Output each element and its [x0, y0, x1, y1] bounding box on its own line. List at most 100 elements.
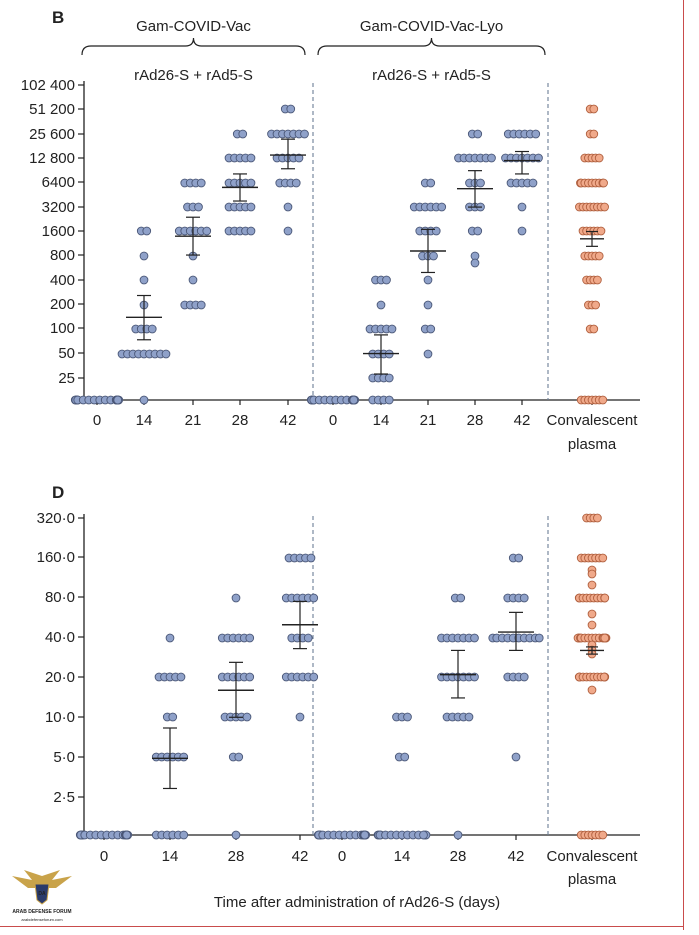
y-tick-label: 5·0	[53, 749, 75, 766]
x-tick-label: Convalescent	[547, 848, 639, 865]
y-tick-label: 320·0	[37, 510, 75, 527]
data-point	[426, 324, 436, 334]
data-point	[147, 324, 157, 334]
y-tick-label: 51 200	[29, 101, 75, 118]
x-tick-label: 42	[292, 848, 309, 865]
data-point	[246, 153, 256, 163]
group-title: Gam-COVID-Vac-Lyo	[360, 18, 503, 35]
figure-border-right	[683, 0, 684, 930]
data-point	[600, 633, 610, 643]
y-tick-label: 800	[50, 247, 75, 264]
data-point	[534, 633, 544, 643]
y-tick-label: 80·0	[45, 589, 75, 606]
data-point	[283, 202, 293, 212]
data-point	[587, 620, 597, 630]
data-point	[589, 129, 599, 139]
data-point	[161, 349, 171, 359]
data-point	[598, 553, 608, 563]
svg-text:DA: DA	[38, 891, 46, 897]
data-point	[306, 553, 316, 563]
x-tick-label: 42	[508, 848, 525, 865]
y-tick-label: 3200	[42, 199, 75, 216]
data-point	[387, 324, 397, 334]
data-point	[593, 513, 602, 523]
data-point	[600, 593, 610, 603]
data-point	[487, 153, 496, 163]
y-tick-label: 400	[50, 272, 75, 289]
x-tick-label: 0	[329, 412, 337, 429]
group-bracket	[81, 37, 306, 56]
y-tick-label: 2·5	[53, 789, 75, 806]
y-tick-label: 12 800	[29, 150, 75, 167]
data-point	[511, 752, 521, 762]
x-tick-label: Convalescent	[547, 412, 639, 429]
x-tick-label: 28	[228, 848, 245, 865]
data-point	[286, 104, 296, 114]
data-point	[139, 251, 149, 261]
data-point	[309, 593, 319, 603]
data-point	[470, 258, 480, 268]
data-point	[531, 129, 541, 139]
data-point	[464, 712, 474, 722]
data-point	[473, 129, 483, 139]
data-point	[598, 395, 608, 405]
group-subtitle: rAd26-S + rAd5-S	[372, 67, 491, 84]
y-tick-label: 6400	[42, 174, 75, 191]
data-point	[113, 395, 123, 405]
data-point	[291, 178, 301, 188]
data-point	[142, 226, 152, 236]
data-point	[122, 830, 132, 840]
group-subtitle: rAd26-S + rAd5-S	[134, 67, 253, 84]
data-point	[596, 226, 606, 236]
data-point	[587, 609, 597, 619]
data-point	[349, 395, 359, 405]
data-point	[376, 300, 386, 310]
x-tick-label: 14	[162, 848, 179, 865]
data-point	[587, 580, 597, 590]
x-tick-label: plasma	[568, 436, 617, 453]
data-point	[456, 593, 466, 603]
data-point	[426, 178, 436, 188]
data-point	[246, 178, 256, 188]
y-tick-label: 1600	[42, 223, 75, 240]
data-point	[429, 251, 438, 261]
data-point	[139, 395, 149, 405]
y-tick-label: 200	[50, 296, 75, 313]
data-point	[238, 129, 248, 139]
x-tick-label: 28	[232, 412, 249, 429]
x-tick-label: 42	[280, 412, 297, 429]
group-title: Gam-COVID-Vac	[136, 18, 251, 35]
data-point	[453, 830, 463, 840]
data-point	[234, 752, 244, 762]
data-point	[589, 104, 599, 114]
data-point	[295, 712, 305, 722]
data-point	[423, 349, 433, 359]
y-tick-label: 40·0	[45, 629, 75, 646]
data-point	[196, 178, 206, 188]
data-point	[599, 672, 609, 682]
data-point	[594, 153, 604, 163]
data-point	[591, 300, 600, 310]
data-point	[476, 178, 485, 188]
data-point	[283, 226, 293, 236]
y-tick-label: 20·0	[45, 669, 75, 686]
data-point	[599, 178, 608, 188]
data-point	[245, 633, 255, 643]
panel-label-D: D	[52, 483, 64, 502]
data-point	[514, 553, 524, 563]
group-bracket	[317, 37, 546, 56]
data-point	[419, 830, 428, 840]
data-point	[423, 275, 433, 285]
data-point	[600, 202, 609, 212]
data-point	[400, 752, 410, 762]
data-point	[245, 672, 255, 682]
data-point	[587, 685, 597, 695]
data-point	[309, 672, 319, 682]
data-point	[382, 275, 391, 285]
data-point	[593, 275, 602, 285]
figure-border-bottom	[0, 926, 684, 927]
data-point	[294, 153, 304, 163]
x-tick-label: 14	[373, 412, 390, 429]
